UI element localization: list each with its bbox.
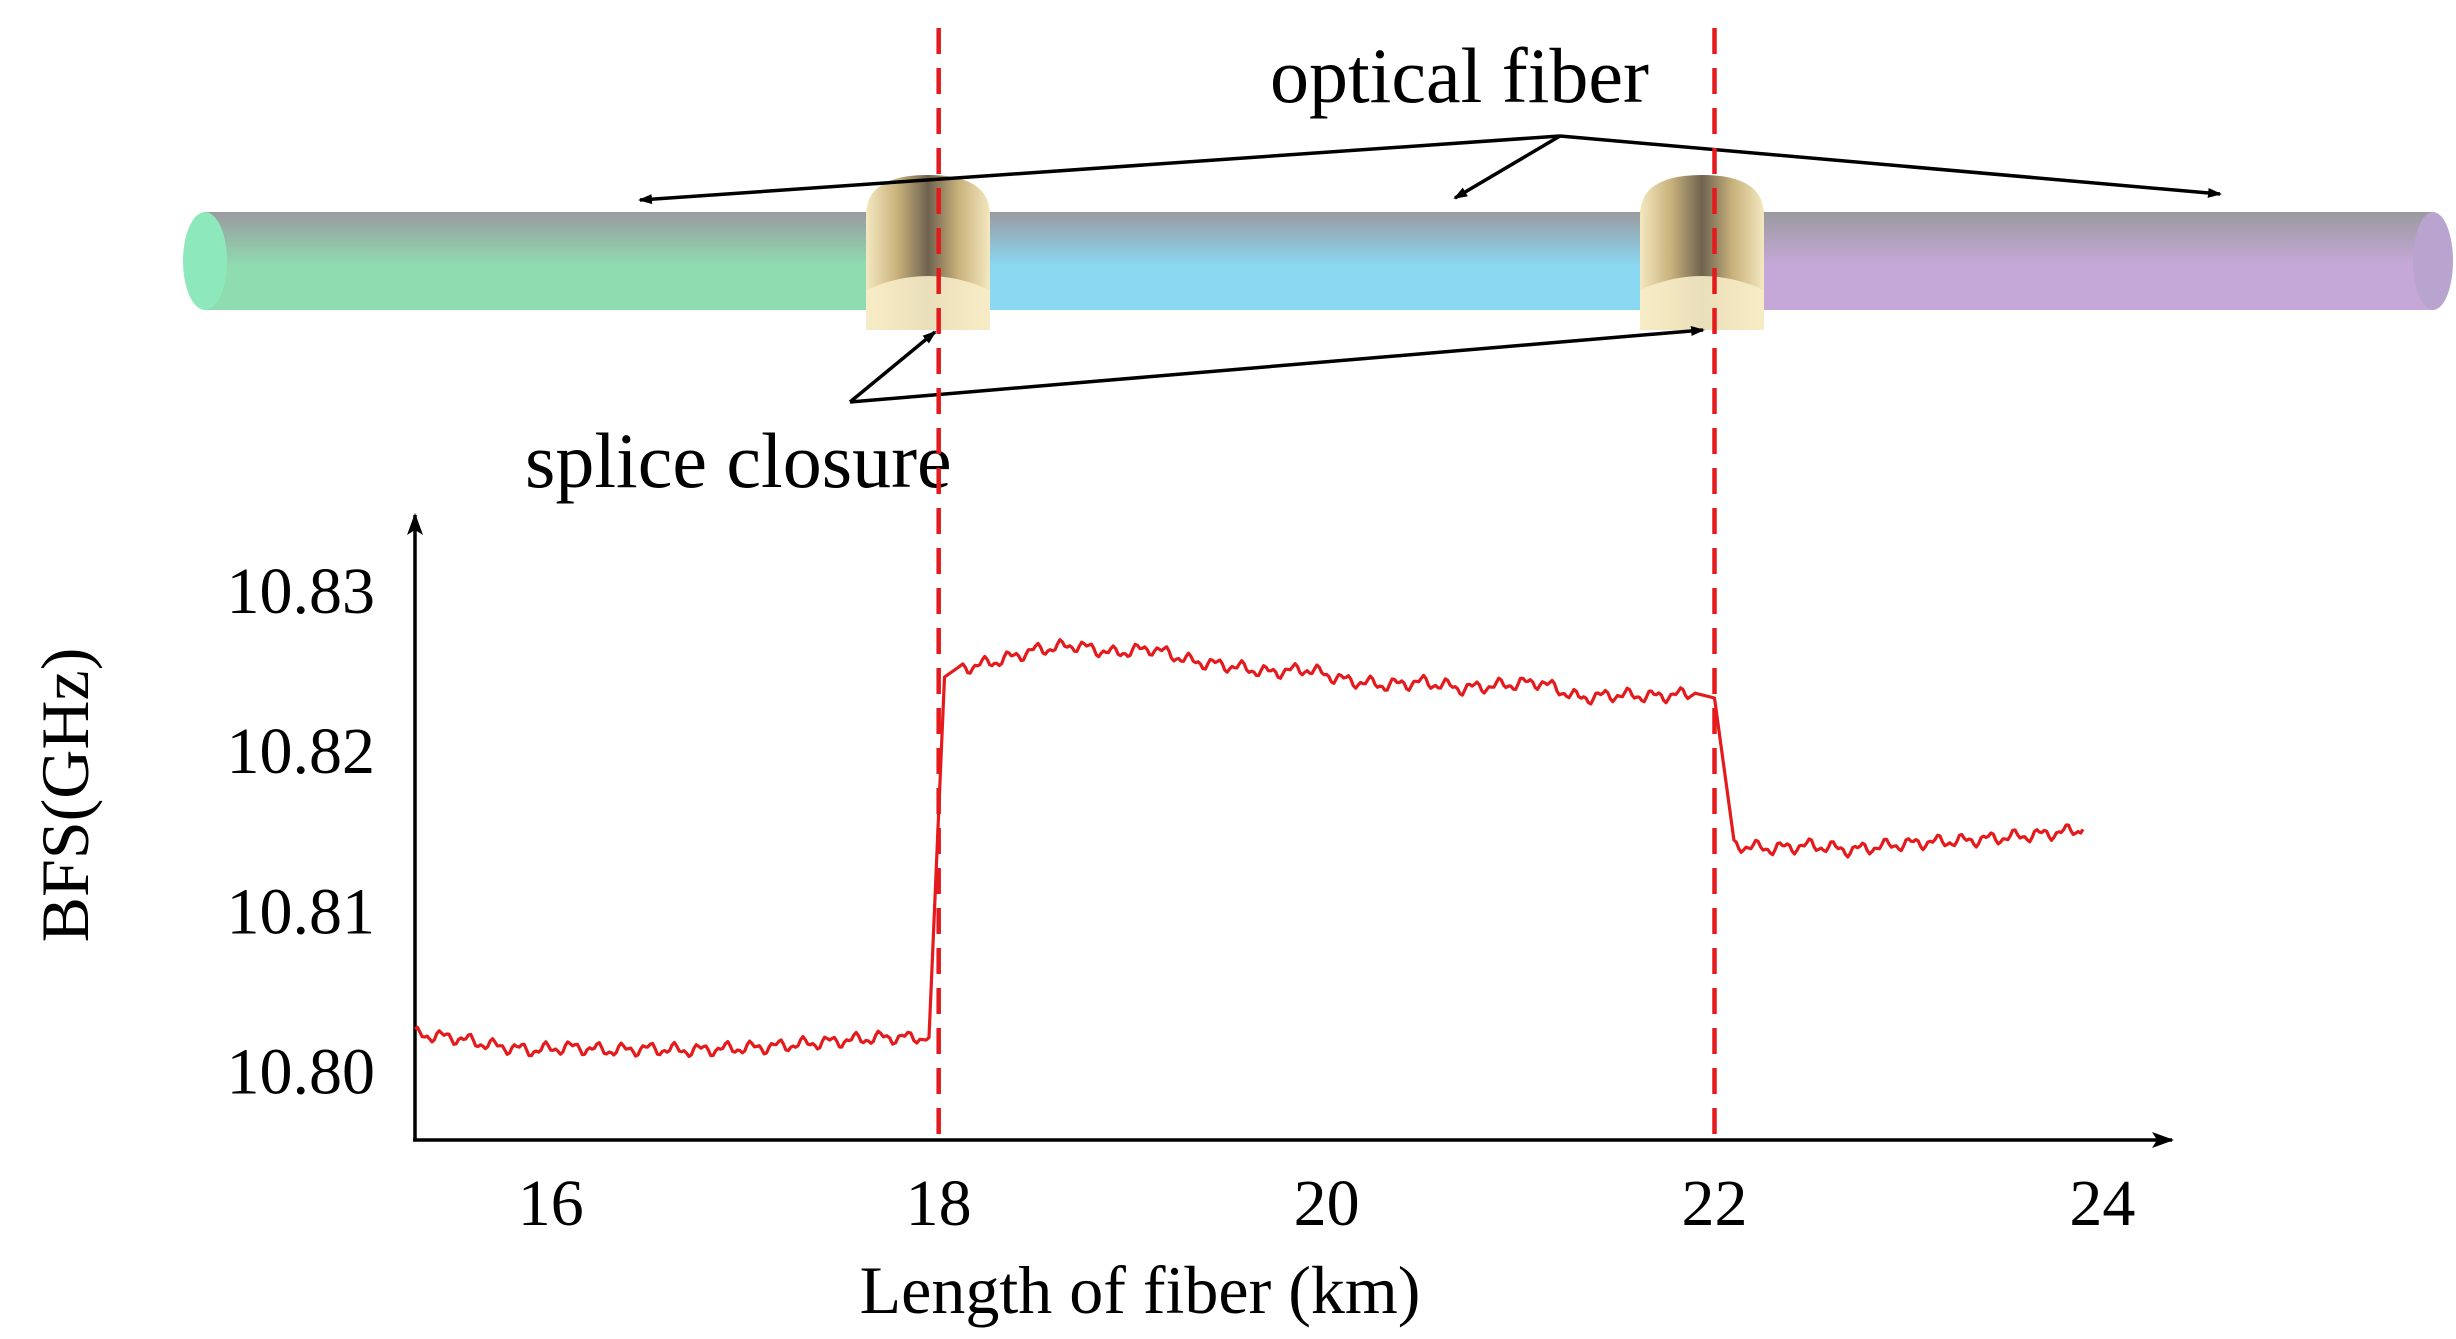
splice-closure-label: splice closure — [525, 417, 952, 504]
y-tick-labels: 10.80 10.81 10.82 10.83 — [227, 555, 376, 1108]
splice-marker-layer — [936, 28, 1717, 1145]
series-layer — [414, 638, 2085, 1059]
y-tick-label-1: 10.81 — [227, 875, 376, 948]
y-axis-title: BFS(GHz) — [27, 648, 103, 943]
fiber-segment-3 — [1730, 212, 2433, 310]
x-tick-label-0: 16 — [518, 1167, 584, 1240]
fiber-illustration — [183, 175, 2453, 330]
x-axis-title: Length of fiber (km) — [860, 1252, 1421, 1328]
x-tick-label-3: 22 — [1682, 1167, 1748, 1240]
y-tick-label-2: 10.82 — [227, 715, 376, 788]
splice-closure-1 — [866, 175, 990, 330]
x-tick-label-2: 20 — [1294, 1167, 1360, 1240]
optical-fiber-pointers — [638, 134, 2222, 205]
bfs-trace-0 — [414, 638, 2085, 1059]
fiber-segment-2 — [905, 212, 1730, 310]
y-tick-label-3: 10.83 — [227, 555, 376, 628]
optical-fiber-label: optical fiber — [1270, 32, 1649, 119]
x-tick-label-4: 24 — [2069, 1167, 2135, 1240]
splice-closure-2 — [1640, 175, 1764, 330]
splice-closure-pointers — [848, 326, 1705, 404]
x-tick-labels: 16 18 20 22 24 — [518, 1167, 2136, 1240]
fiber-end-cap — [183, 212, 227, 310]
fiber-far-end — [2413, 212, 2453, 310]
bfs-chart: 10.80 10.81 10.82 10.83 16 18 20 22 24 Length o… — [27, 28, 2174, 1328]
fiber-segment-1 — [205, 212, 905, 310]
x-tick-label-1: 18 — [906, 1167, 972, 1240]
y-tick-label-0: 10.80 — [227, 1036, 376, 1109]
